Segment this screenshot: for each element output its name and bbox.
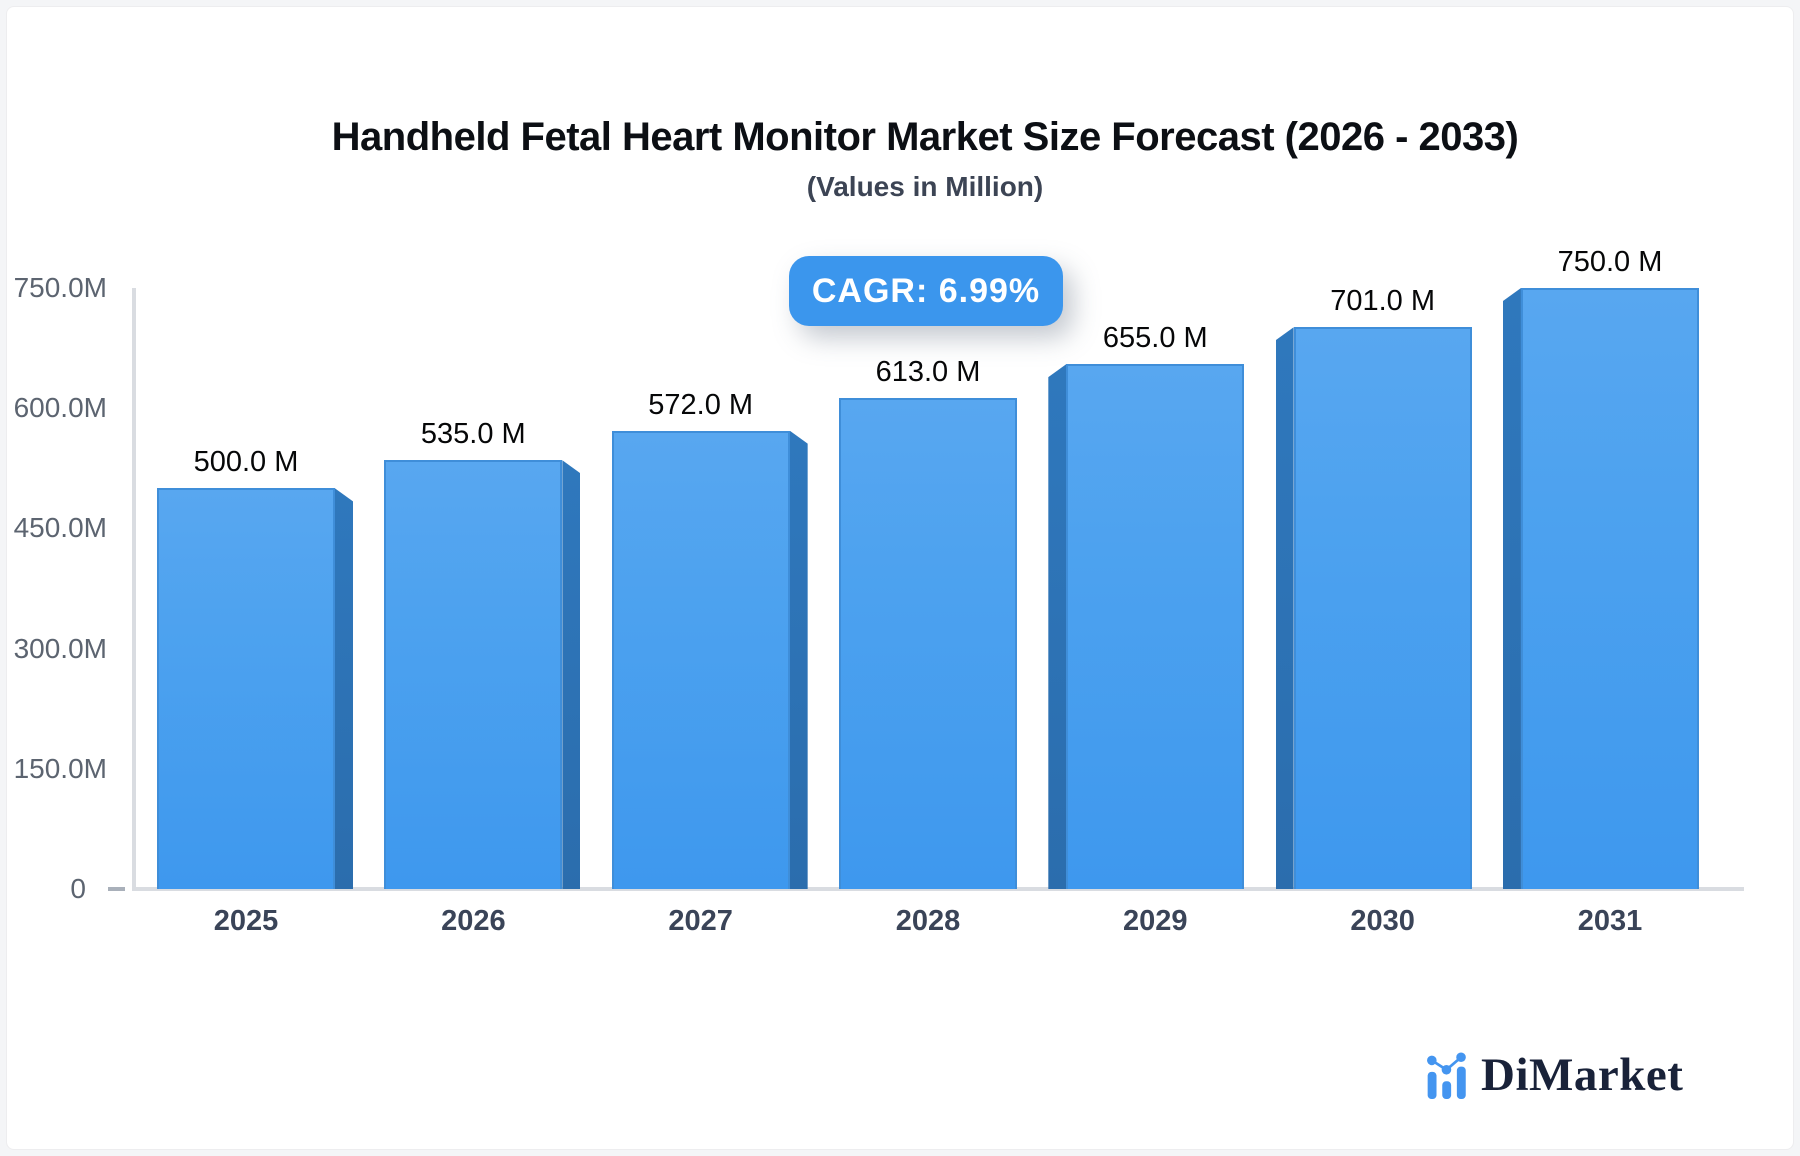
bar-value-label: 613.0 M — [875, 355, 981, 388]
x-axis-line — [132, 887, 1744, 891]
chart-title: Handheld Fetal Heart Monitor Market Size… — [331, 115, 1519, 159]
y-axis-tick-label: 300.0M — [13, 632, 107, 664]
y-axis-tick-label: 600.0M — [13, 392, 107, 424]
y-axis-tick-label: 150.0M — [13, 752, 107, 784]
bar-value-label: 500.0 M — [193, 446, 299, 479]
y-axis-line — [132, 288, 136, 889]
x-axis-tick-label: 2029 — [1123, 905, 1188, 937]
cagr-badge-label: CAGR: 6.99% — [811, 271, 1041, 310]
chart-canvas: Handheld Fetal Heart Monitor Market Size… — [6, 6, 1794, 1150]
chart-subtitle: (Values in Million) — [806, 171, 1044, 202]
y-axis-tick-label: 450.0M — [13, 512, 107, 544]
bar-value-label: 535.0 M — [420, 418, 526, 451]
brand-logo: DiMarket — [1427, 1047, 1683, 1103]
x-axis-tick-label: 2031 — [1577, 905, 1643, 937]
bar-2026 — [384, 460, 563, 889]
bar-value-label: 701.0 M — [1330, 285, 1436, 318]
bar-3d-side — [1048, 364, 1067, 889]
bar-value-label: 572.0 M — [648, 388, 754, 421]
x-axis-tick-label: 2028 — [895, 905, 961, 937]
bar-3d-side — [562, 460, 581, 889]
bar-3d-side — [1502, 288, 1521, 889]
bar-value-label: 750.0 M — [1557, 246, 1663, 278]
y-axis-tick-label: 0 — [70, 873, 86, 904]
bar-2025 — [157, 488, 335, 889]
bar-2029 — [1066, 364, 1245, 889]
bar-2028 — [838, 397, 1017, 889]
bar-2030 — [1293, 327, 1472, 889]
cagr-badge: CAGR: 6.99% — [789, 256, 1063, 326]
bar-2027 — [611, 430, 790, 889]
mini-bar-chart-icon — [1427, 1052, 1466, 1099]
x-axis-tick-label: 2026 — [441, 905, 506, 937]
bar-2031 — [1520, 288, 1699, 889]
bar-3d-side — [335, 488, 353, 889]
x-axis-tick-label: 2027 — [668, 905, 733, 937]
zero-tick-mark — [108, 887, 125, 891]
y-axis-tick-label: 750.0M — [13, 272, 107, 303]
x-axis-tick-label: 2025 — [213, 905, 279, 937]
bar-value-label: 655.0 M — [1102, 322, 1208, 355]
brand-logo-text: DiMarket — [1481, 1048, 1684, 1101]
bar-3d-side — [1275, 327, 1294, 889]
bar-3d-side — [789, 430, 808, 889]
x-axis-tick-label: 2030 — [1350, 905, 1415, 937]
